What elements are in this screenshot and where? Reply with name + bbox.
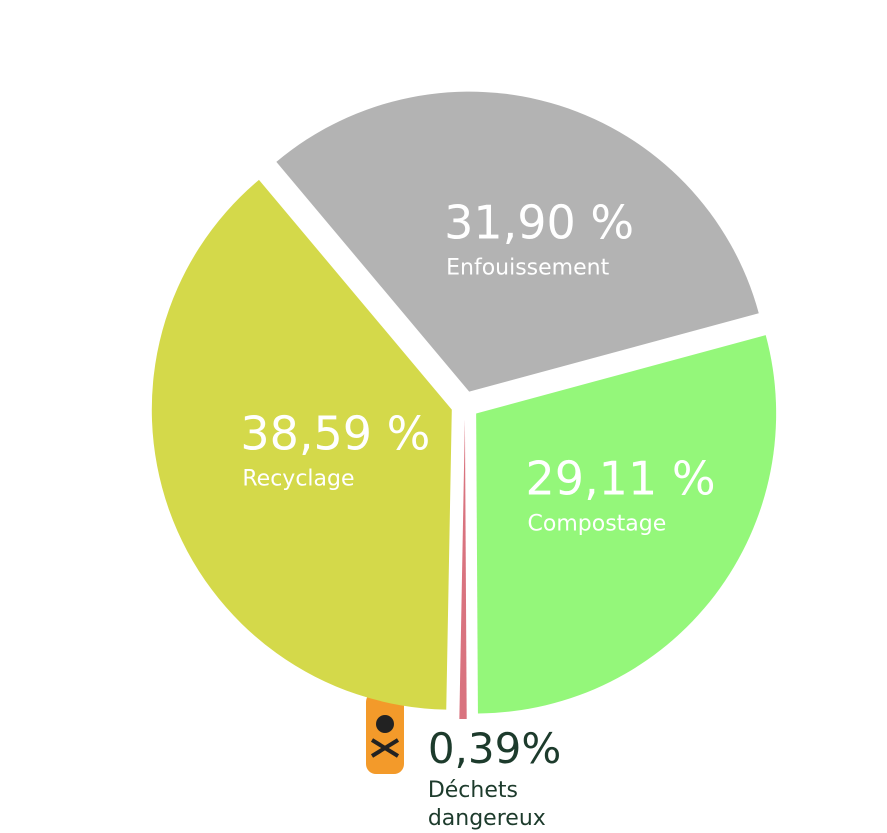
slice-label: Déchets dangereux — [427, 777, 546, 831]
value-label: 31,90 % — [444, 196, 634, 250]
value-label: 29,11 % — [526, 451, 716, 505]
pie-slice — [459, 418, 467, 719]
pie-slice — [151, 179, 452, 710]
pie-slice — [276, 91, 759, 392]
slice-label: Recyclage — [242, 467, 354, 492]
value-label: 38,59 % — [240, 407, 430, 461]
poison-bottle-icon — [366, 678, 404, 774]
slice-label: Enfouissement — [446, 256, 609, 281]
pie-slice — [476, 335, 777, 714]
slice-label: Compostage — [528, 511, 667, 536]
value-label: 0,39% — [427, 723, 562, 773]
